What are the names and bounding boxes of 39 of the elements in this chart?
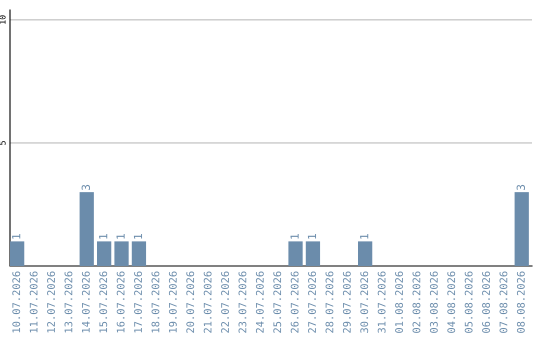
x-tick-label: 26.07.2026 xyxy=(290,272,299,333)
x-tick-label: 27.07.2026 xyxy=(308,272,316,333)
data-label: 1 xyxy=(290,234,299,239)
x-tick-label: 04.08.2026 xyxy=(447,272,456,333)
x-tick-label: 17.07.2026 xyxy=(134,272,142,332)
data-label: 1 xyxy=(12,234,20,239)
x-tick-label: 24.07.2026 xyxy=(256,272,264,333)
x-tick-label: 20.07.2026 xyxy=(186,272,194,333)
x-tick-label: 10.07.2026 xyxy=(12,272,20,332)
x-tick-label: 06.08.2026 xyxy=(482,272,490,333)
x-tick-label: 11.07.2026 xyxy=(30,272,38,332)
x-tick-label: 31.07.2026 xyxy=(378,272,386,333)
data-label: 3 xyxy=(82,184,90,190)
x-tick-label: 22.07.2026 xyxy=(221,272,229,333)
x-tick-label: 12.07.2026 xyxy=(47,272,55,332)
data-label: 1 xyxy=(116,234,125,239)
x-tick-label: 02.08.2026 xyxy=(412,272,420,333)
x-tick-label: 01.08.2026 xyxy=(395,272,403,333)
x-tick-label: 13.07.2026 xyxy=(64,272,72,332)
x-tick-label: 03.08.2026 xyxy=(430,272,438,333)
data-label: 1 xyxy=(99,234,108,239)
x-tick-label: 30.07.2026 xyxy=(360,272,368,333)
x-tick-label: 25.07.2026 xyxy=(273,272,282,333)
x-tick-label: 29.07.2026 xyxy=(342,272,351,333)
x-tick-label: 28.07.2026 xyxy=(326,272,334,333)
x-tick-label: 08.08.2026 xyxy=(516,272,525,333)
x-tick-label: 23.07.2026 xyxy=(238,272,246,333)
x-tick-label: 14.07.2026 xyxy=(82,272,90,332)
x-tick-label: 05.08.2026 xyxy=(464,272,473,333)
data-label: 3 xyxy=(516,184,525,190)
x-tick-label: 21.07.2026 xyxy=(204,272,212,333)
x-tick-label: 18.07.2026 xyxy=(152,272,160,332)
data-label: 1 xyxy=(134,234,142,239)
x-tick-label: 19.07.2026 xyxy=(168,272,177,332)
data-label: 1 xyxy=(360,234,368,239)
x-tick-label: 15.07.2026 xyxy=(99,272,108,332)
x-tick-label: 16.07.2026 xyxy=(116,272,125,332)
data-label: 1 xyxy=(308,234,316,239)
x-tick-label: 07.08.2026 xyxy=(500,272,508,333)
